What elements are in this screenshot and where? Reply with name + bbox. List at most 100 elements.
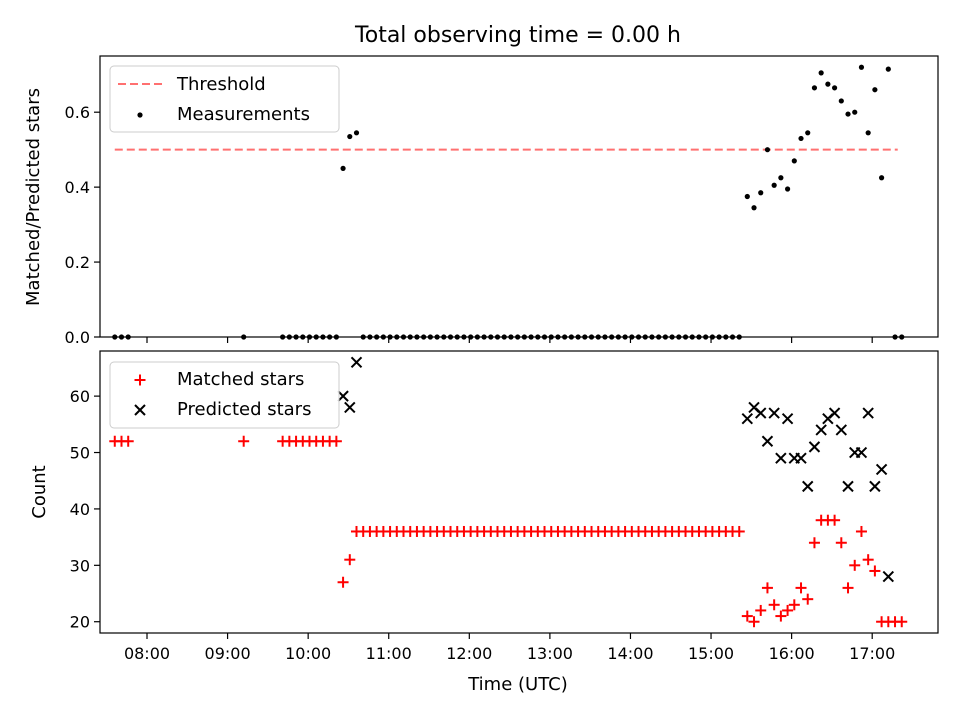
predicted-marker-stroke [815,424,827,436]
bottom-axes-frame [99,350,939,634]
predicted-marker-stroke [337,390,349,402]
bottom-plot-marks [109,356,908,628]
predicted-marker-stroke [761,435,774,447]
x-tick-label: 14:00 [607,644,653,663]
bottom-y-tick-label: 60 [70,387,90,406]
matched-star-marker [849,559,861,571]
legend-matched-swatch [134,374,146,386]
matched-star-marker [755,604,767,616]
matched-star-marker [337,576,349,588]
x-tick-label: 16:00 [769,644,815,663]
x-tick-label: 12:00 [446,644,492,663]
bottom-y-tick-label: 50 [70,444,90,463]
matched-star-marker [896,616,908,628]
matched-star-marker [842,582,854,594]
measurement-point [838,98,844,104]
x-tick-label: 10:00 [285,644,331,663]
measurement-point [825,81,831,87]
predicted-marker-stroke [344,401,356,414]
matched-star-marker [862,554,874,566]
predicted-star-marker [781,412,794,425]
matched-star-marker [869,565,881,577]
bottom-y-tick-label: 20 [70,613,90,632]
measurement-point [872,87,878,93]
legend-threshold-label: Threshold [176,74,266,95]
measurement-point [340,165,346,171]
matched-star-marker [761,582,773,594]
predicted-marker-stroke [350,356,363,368]
measurement-point [744,193,750,200]
predicted-marker-stroke [862,407,874,419]
matched-star-marker [795,582,807,594]
matched-star-marker [238,435,250,447]
top-plot-marks [112,64,905,340]
top-legend: Threshold Measurements [109,65,340,133]
x-tick-label: 09:00 [205,644,251,663]
predicted-marker-stroke [828,407,841,419]
bottom-y-tick-label: 40 [70,500,90,519]
predicted-marker-stroke [835,424,848,436]
predicted-star-marker [350,356,363,368]
top-y-axis-label: Matched/Predicted stars [23,88,44,306]
predicted-star-marker [768,407,780,419]
matched-star-marker [733,525,745,537]
legend-predicted-stroke [134,404,146,416]
top-legend-box [109,65,340,133]
predicted-star-marker [882,570,895,583]
predicted-marker-stroke [755,407,767,419]
predicted-star-marker [795,452,807,464]
top-panel: 0.0 0.2 0.4 0.6 Matched/Predicted stars Thr… [23,55,939,347]
matched-star-marker [775,610,787,622]
predicted-marker-stroke [748,401,760,414]
bottom-panel: 08:00 09:00 10:00 11:00 12:00 13:00 14:00 15:00… [29,350,939,695]
predicted-star-marker [828,407,841,419]
bottom-y-tick-label: 30 [70,556,90,575]
bottom-legend: Matched stars Predicted stars [109,361,340,429]
predicted-marker-stroke [795,452,807,464]
predicted-star-marker [808,441,821,453]
measurement-point [784,186,791,192]
matched-star-marker [741,610,753,622]
matched-star-marker [855,525,867,537]
predicted-star-marker [761,435,774,447]
bottom-y-axis-label: Count [29,465,50,518]
matched-star-marker [802,593,814,605]
predicted-marker-stroke [869,480,881,493]
bottom-axes: 08:00 09:00 10:00 11:00 12:00 13:00 14:00 15:00… [70,350,939,663]
legend-measurements-label: Measurements [177,104,310,125]
predicted-marker-stroke [875,463,888,476]
measurement-point [778,175,784,181]
measurement-point [764,147,771,153]
predicted-star-marker [815,424,827,436]
predicted-star-marker [869,480,881,493]
matched-star-marker [782,604,794,616]
measurement-point [805,130,811,136]
measurement-point [878,175,885,181]
matched-star-marker [330,435,342,447]
top-axes: 0.0 0.2 0.4 0.6 [65,55,939,347]
predicted-star-marker [741,412,754,425]
predicted-star-marker [835,424,848,436]
predicted-marker-stroke [842,480,854,493]
measurement-point [798,135,804,142]
measurement-point [811,85,818,91]
matched-star-marker [768,599,780,611]
predicted-star-marker [802,480,814,493]
x-tick-label: 15:00 [688,644,734,663]
predicted-star-marker [344,401,356,414]
matched-star-marker [835,537,847,549]
legend-measurements-swatch [137,112,143,118]
measurement-point [845,111,851,117]
predicted-marker-stroke [775,452,787,464]
predicted-star-marker [855,446,868,459]
measurement-point [347,133,353,140]
predicted-star-marker [875,463,888,476]
matched-star-marker [748,616,760,628]
predicted-star-marker [775,452,787,464]
x-tick-label: 13:00 [527,644,573,663]
top-y-tick-label: 0.0 [65,328,90,347]
predicted-marker-stroke [802,480,814,493]
measurement-point [858,64,865,70]
matched-star-marker [829,514,841,526]
measurement-point [791,158,797,164]
